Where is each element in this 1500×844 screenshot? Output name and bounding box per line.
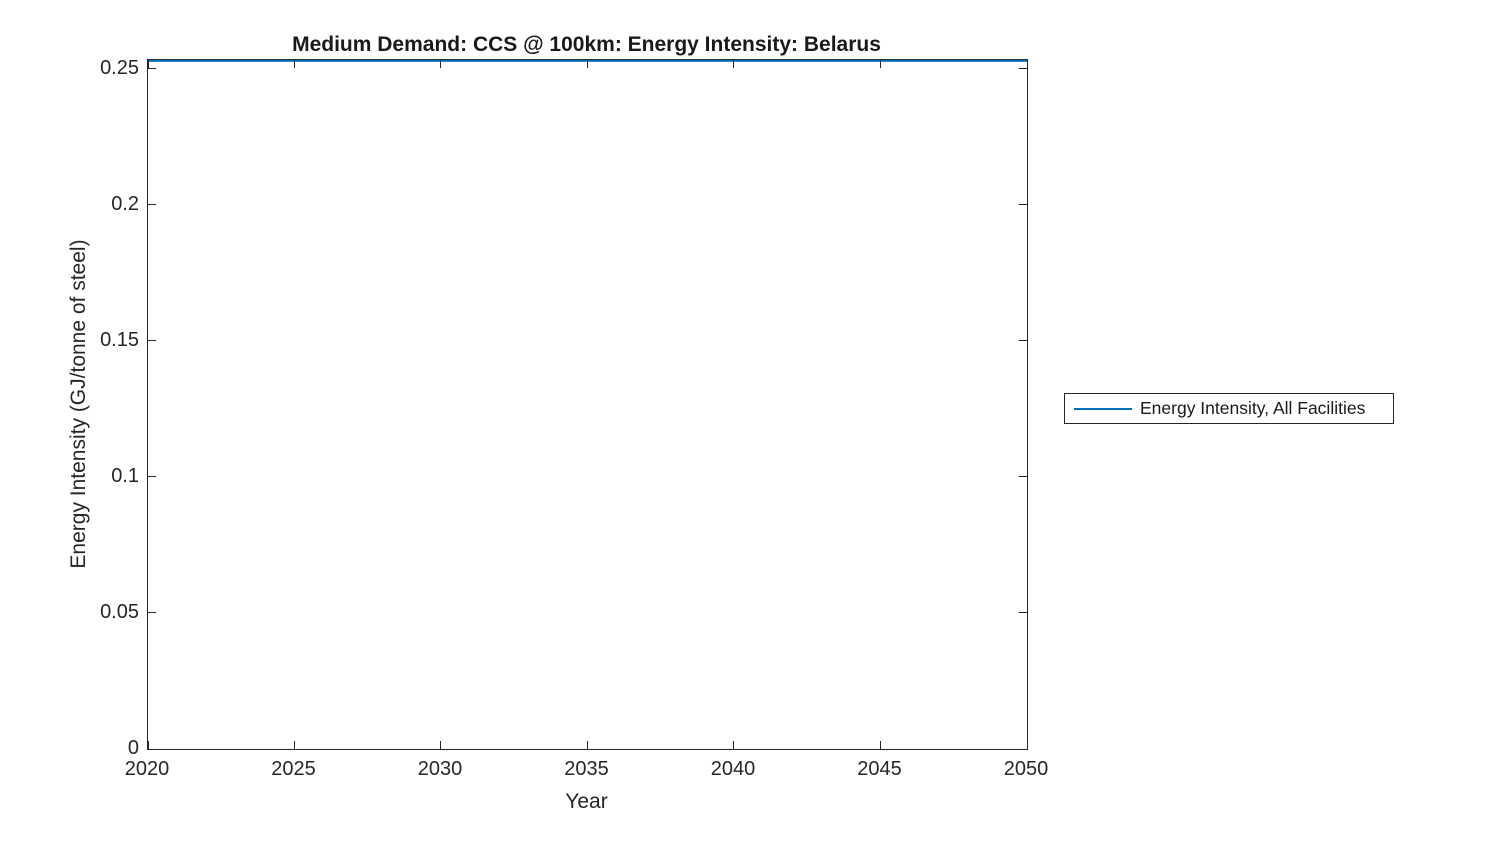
x-tick-label: 2050 xyxy=(1003,758,1049,780)
x-tick-label: 2030 xyxy=(417,758,463,780)
y-tick-mark xyxy=(1019,476,1027,478)
x-tick-mark xyxy=(880,60,881,68)
y-tick-label: 0.25 xyxy=(100,56,139,79)
x-tick-label: 2025 xyxy=(271,758,316,780)
chart-title: Medium Demand: CCS @ 100km: Energy Inten… xyxy=(292,33,881,56)
x-axis-label: Year xyxy=(565,790,608,813)
x-tick-mark xyxy=(440,60,442,68)
x-tick-label: 2040 xyxy=(710,758,756,780)
y-tick-mark xyxy=(1019,68,1027,70)
x-tick-mark xyxy=(1026,60,1028,68)
legend-label: Energy Intensity, All Facilities xyxy=(1140,398,1366,418)
y-tick-mark xyxy=(148,748,156,750)
plot-area xyxy=(147,59,1028,750)
x-tick-label: 2045 xyxy=(857,758,902,780)
x-tick-label: 2020 xyxy=(124,758,170,780)
x-tick-mark xyxy=(293,741,295,749)
y-axis-label: Energy Intensity (GJ/tonne of steel) xyxy=(67,239,90,569)
x-tick-mark xyxy=(440,741,442,749)
x-tick-mark xyxy=(880,741,881,749)
y-tick-label: 0.1 xyxy=(111,464,139,487)
y-tick-label: 0.2 xyxy=(111,192,139,215)
y-tick-label: 0.15 xyxy=(100,328,139,351)
x-tick-mark xyxy=(587,60,588,68)
y-tick-mark xyxy=(1019,340,1027,342)
y-tick-mark xyxy=(1019,748,1027,750)
x-tick-mark xyxy=(733,741,735,749)
y-tick-mark xyxy=(1019,204,1027,206)
y-tick-label: 0 xyxy=(127,737,139,759)
x-tick-label: 2035 xyxy=(564,758,609,780)
y-tick-mark xyxy=(148,340,156,342)
y-tick-mark xyxy=(148,68,156,70)
y-tick-mark xyxy=(148,204,156,206)
y-tick-mark xyxy=(1019,612,1027,614)
x-tick-mark xyxy=(1026,741,1028,749)
y-tick-label: 0.05 xyxy=(100,600,139,623)
x-tick-mark xyxy=(147,741,149,749)
x-tick-mark xyxy=(293,60,295,68)
y-tick-mark xyxy=(148,476,156,478)
series-layer xyxy=(148,60,1027,749)
legend-line-sample xyxy=(1074,407,1132,410)
y-tick-mark xyxy=(148,612,156,614)
x-tick-mark xyxy=(147,60,149,68)
x-tick-mark xyxy=(587,741,588,749)
x-tick-mark xyxy=(733,60,735,68)
legend-box: Energy Intensity, All Facilities xyxy=(1064,393,1394,424)
